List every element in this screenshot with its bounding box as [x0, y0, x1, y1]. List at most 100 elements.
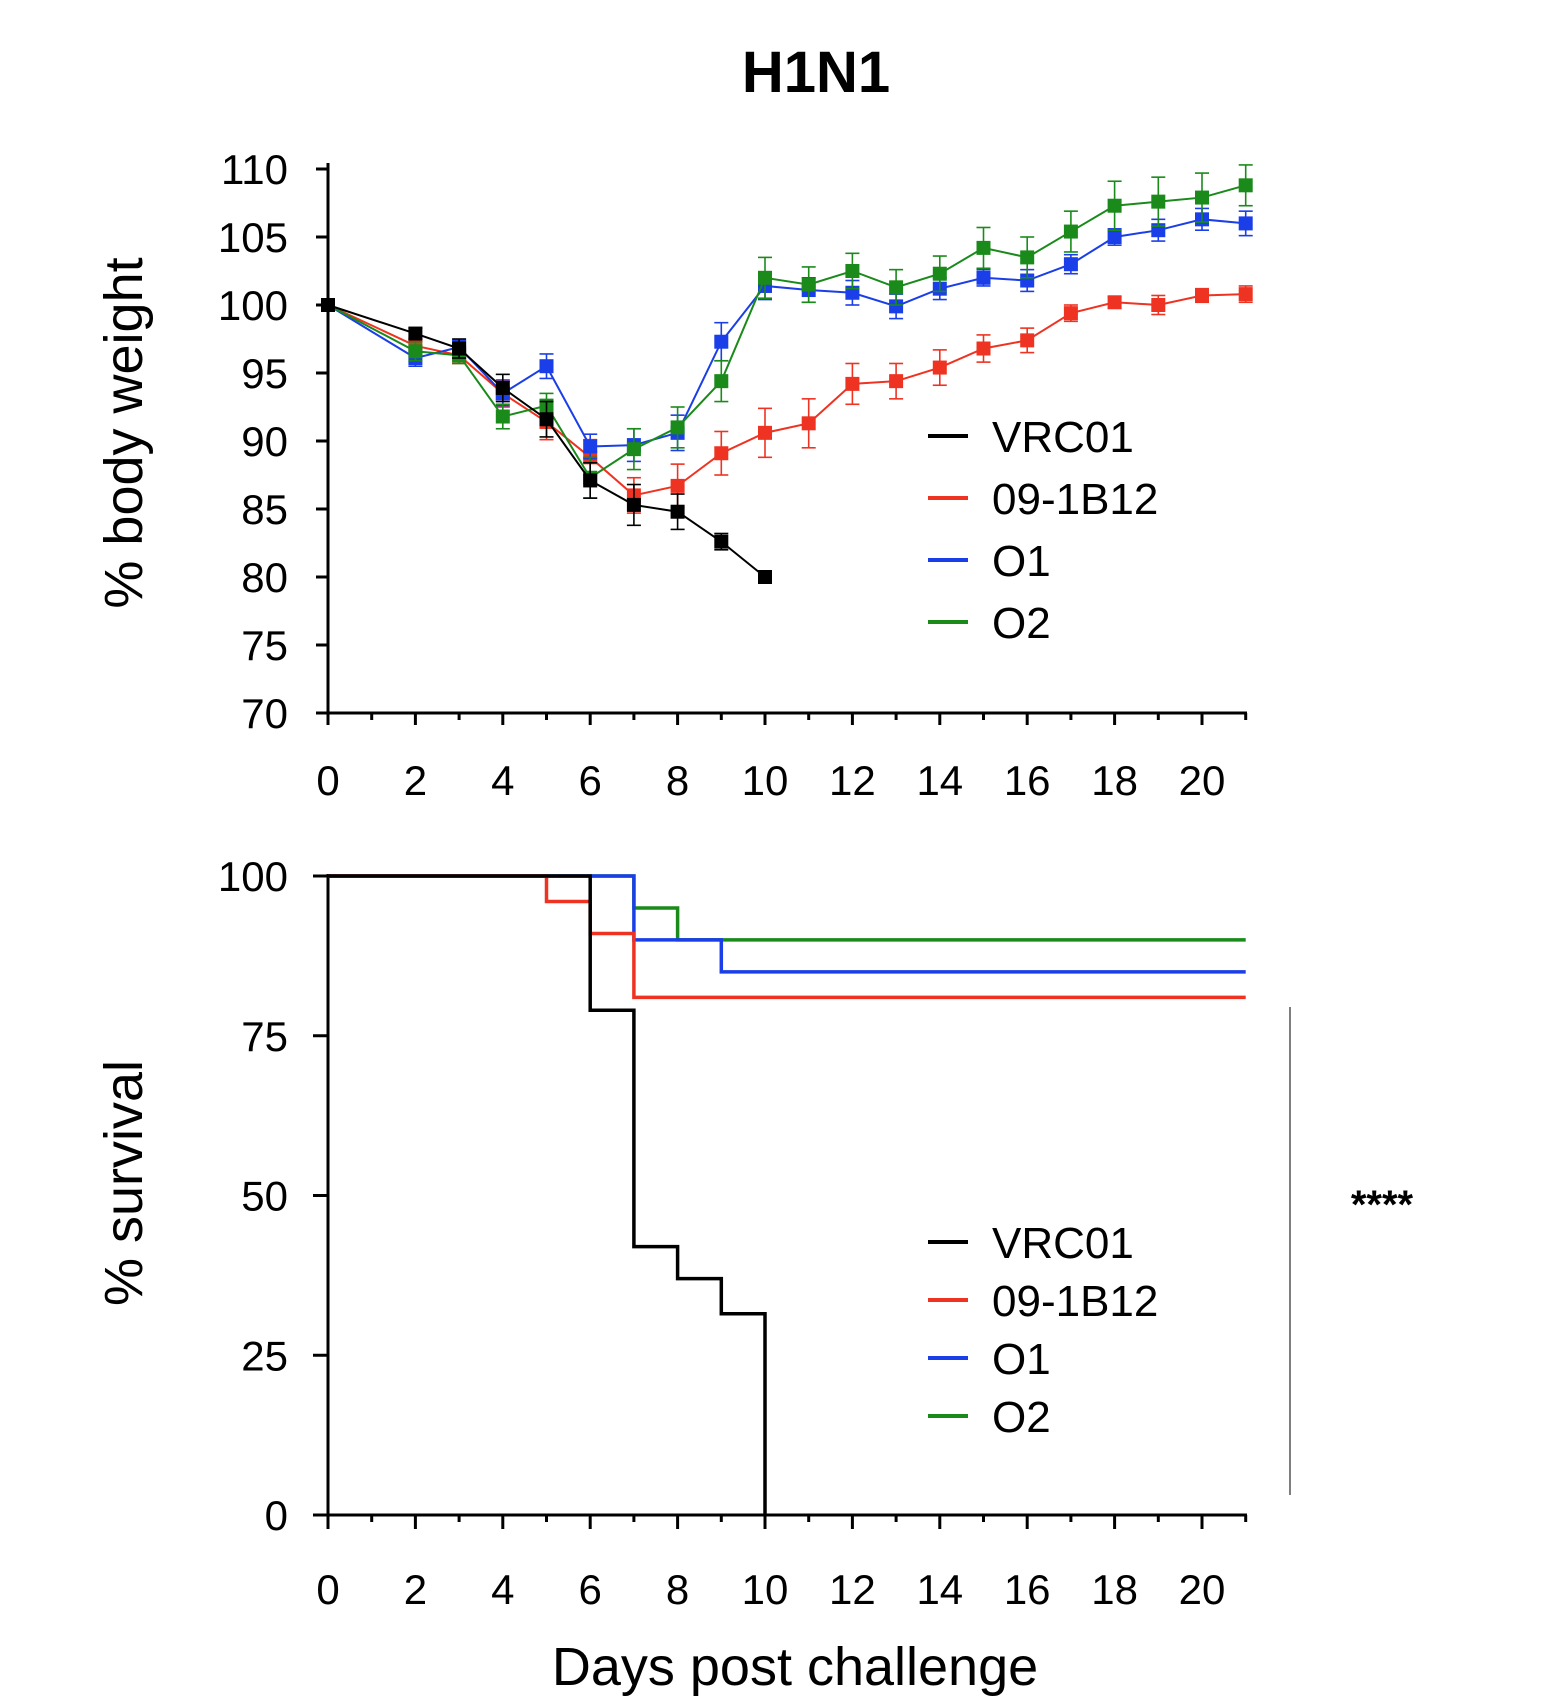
- weight-x-tick-label: 2: [404, 757, 427, 804]
- weight-point: [408, 344, 423, 359]
- survival-series-vrc01: [328, 874, 767, 1515]
- weight-x-tick-label: 20: [1179, 757, 1226, 804]
- weight-series-vrc01: [321, 298, 772, 584]
- survival-x-ticks: 0 2 4 6 8 10 12 14 16 18 20: [316, 1515, 1248, 1613]
- weight-point: [539, 412, 554, 427]
- weight-y-tick-label: 105: [218, 214, 288, 261]
- weight-point: [1195, 288, 1209, 303]
- weight-point: [714, 334, 729, 349]
- weight-series: [321, 164, 1253, 584]
- weight-x-tick-label: 14: [916, 757, 963, 804]
- survival-x-tick-label: 18: [1091, 1566, 1138, 1613]
- survival-x-tick-label: 4: [491, 1566, 514, 1613]
- weight-legend: VRC01 09-1B12 O1 O2: [928, 413, 1158, 648]
- weight-point: [670, 478, 685, 493]
- weight-point: [626, 497, 641, 512]
- survival-x-tick-label: 2: [404, 1566, 427, 1613]
- weight-point: [1063, 257, 1078, 272]
- significance-label: ****: [1351, 1183, 1414, 1227]
- survival-series: [328, 874, 1246, 1515]
- figure-title: H1N1: [742, 40, 890, 105]
- weight-line: [327, 304, 766, 578]
- weight-point: [889, 299, 904, 314]
- weight-y-ticks: 70 75 80 85 90 95 100 105 110: [218, 146, 328, 737]
- weight-point: [976, 270, 991, 285]
- weight-y-tick-label: 85: [241, 486, 288, 533]
- survival-y-tick-label: 0: [265, 1492, 288, 1539]
- survival-y-tick-label: 25: [241, 1332, 288, 1379]
- weight-x-tick-label: 18: [1091, 757, 1138, 804]
- weight-point: [408, 326, 423, 341]
- weight-point: [976, 341, 991, 356]
- weight-point: [495, 409, 510, 424]
- weight-x-tick-label: 8: [666, 757, 689, 804]
- survival-y-ticks: 0 25 50 75 100: [218, 853, 328, 1539]
- weight-point: [932, 266, 947, 281]
- weight-point: [321, 298, 335, 312]
- weight-x-tick-label: 4: [491, 757, 514, 804]
- weight-point: [670, 420, 685, 435]
- weight-point: [1238, 178, 1253, 193]
- weight-legend-label: O2: [992, 599, 1051, 648]
- weight-point: [1238, 287, 1253, 302]
- weight-point: [583, 439, 598, 454]
- weight-point: [1063, 224, 1078, 239]
- survival-legend-label: O2: [992, 1393, 1051, 1442]
- weight-point: [1107, 295, 1122, 310]
- weight-point: [845, 376, 860, 391]
- weight-point: [845, 264, 860, 278]
- weight-y-tick-label: 70: [241, 690, 288, 737]
- weight-point: [539, 359, 554, 374]
- weight-point: [1151, 298, 1166, 312]
- survival-x-tick-label: 8: [666, 1566, 689, 1613]
- weight-point: [670, 504, 685, 519]
- weight-line: [327, 293, 1246, 497]
- weight-y-tick-label: 100: [218, 282, 288, 329]
- survival-y-tick-label: 75: [241, 1013, 288, 1060]
- weight-point: [932, 360, 947, 375]
- weight-point: [714, 374, 729, 389]
- survival-legend-label: O1: [992, 1335, 1051, 1384]
- weight-legend-label: VRC01: [992, 413, 1134, 462]
- weight-y-tick-label: 90: [241, 418, 288, 465]
- weight-point: [976, 240, 991, 255]
- survival-legend-label: 09-1B12: [992, 1277, 1158, 1326]
- survival-legend: VRC01 09-1B12 O1 O2: [928, 1219, 1158, 1442]
- weight-point: [452, 341, 467, 356]
- weight-point: [1063, 306, 1078, 321]
- weight-point: [714, 534, 729, 549]
- weight-point: [758, 270, 772, 285]
- survival-x-tick-label: 14: [916, 1566, 963, 1613]
- survival-series-o1: [328, 874, 1246, 974]
- survival-x-tick-label: 16: [1004, 1566, 1051, 1613]
- survival-x-tick-label: 10: [742, 1566, 789, 1613]
- weight-y-tick-label: 75: [241, 622, 288, 669]
- survival-x-tick-label: 12: [829, 1566, 876, 1613]
- survival-x-tick-label: 0: [316, 1566, 339, 1613]
- survival-y-tick-label: 50: [241, 1173, 288, 1220]
- weight-x-tick-label: 0: [316, 757, 339, 804]
- weight-point: [1107, 198, 1122, 213]
- survival-x-tick-label: 6: [579, 1566, 602, 1613]
- weight-point: [758, 570, 772, 584]
- weight-point: [1020, 250, 1035, 265]
- survival-series-09-1b12: [328, 874, 1246, 1000]
- weight-point: [889, 280, 904, 295]
- survival-x-tick-label: 20: [1179, 1566, 1226, 1613]
- survival-series-o2: [328, 874, 1246, 942]
- weight-point: [1151, 194, 1166, 209]
- weight-x-tick-label: 10: [742, 757, 789, 804]
- survival-y-tick-label: 100: [218, 853, 288, 900]
- weight-point: [1238, 216, 1253, 231]
- weight-point: [583, 473, 598, 488]
- weight-y-tick-label: 110: [221, 146, 288, 193]
- weight-point: [495, 380, 510, 395]
- weight-x-ticks: 0 2 4 6 8 10 12 14 16 18 20: [316, 713, 1248, 804]
- weight-legend-label: O1: [992, 537, 1051, 586]
- weight-point: [801, 416, 816, 431]
- weight-point: [889, 374, 904, 389]
- survival-y-label: % survival: [94, 1060, 154, 1306]
- survival-x-label: Days post challenge: [552, 1637, 1038, 1697]
